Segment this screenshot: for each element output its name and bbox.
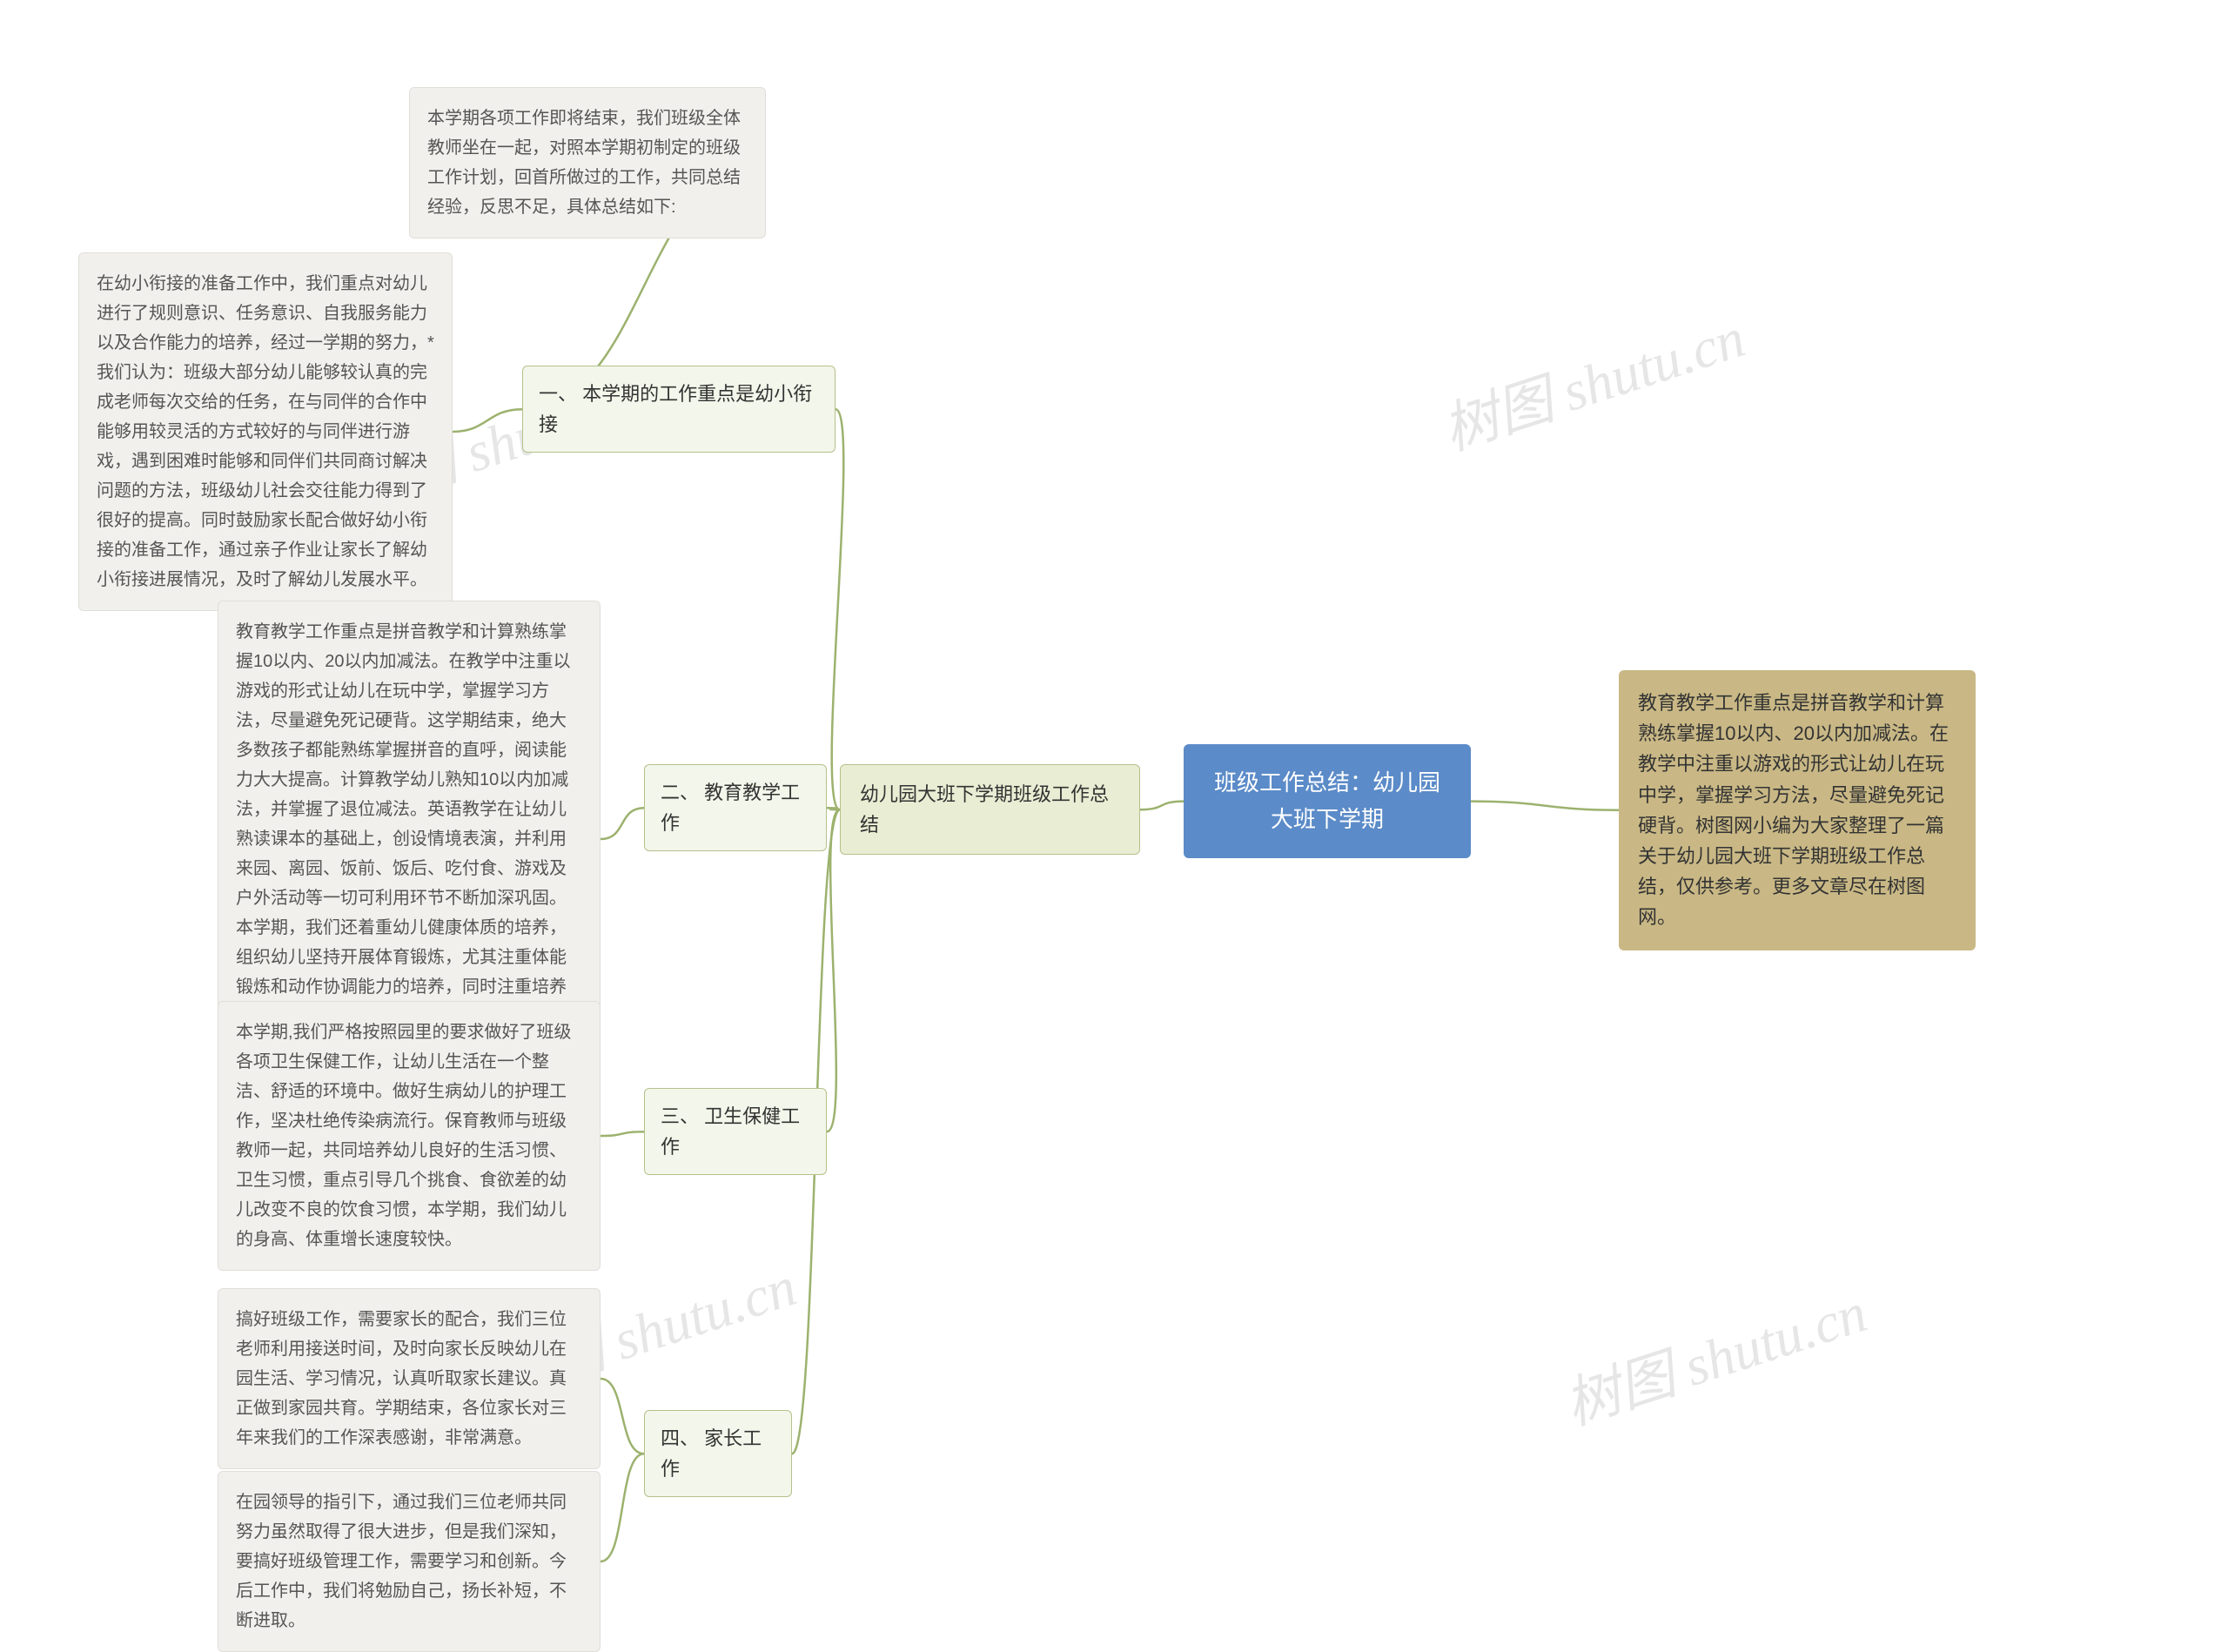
root-node[interactable]: 班级工作总结：幼儿园大班下学期	[1184, 744, 1471, 858]
leaf-node[interactable]: 搞好班级工作，需要家长的配合，我们三位老师利用接送时间，及时向家长反映幼儿在园生…	[218, 1288, 601, 1469]
watermark: 树图 shutu.cn	[1554, 1268, 1876, 1440]
leaf-node[interactable]: 在园领导的指引下，通过我们三位老师共同努力虽然取得了很大进步，但是我们深知，要搞…	[218, 1471, 601, 1652]
hub-node[interactable]: 幼儿园大班下学期班级工作总结	[840, 764, 1140, 855]
watermark: 树图 shutu.cn	[1432, 293, 1754, 466]
branch-node[interactable]: 二、 教育教学工作	[644, 764, 827, 851]
branch-node[interactable]: 三、 卫生保健工作	[644, 1088, 827, 1175]
leaf-node[interactable]: 本学期各项工作即将结束，我们班级全体教师坐在一起，对照本学期初制定的班级工作计划…	[409, 87, 766, 238]
leaf-node[interactable]: 本学期,我们严格按照园里的要求做好了班级各项卫生保健工作，让幼儿生活在一个整洁、…	[218, 1001, 601, 1271]
branch-node[interactable]: 一、 本学期的工作重点是幼小衔接	[522, 366, 836, 453]
summary-node[interactable]: 教育教学工作重点是拼音教学和计算熟练掌握10以内、20以内加减法。在教学中注重以…	[1619, 670, 1976, 950]
leaf-node[interactable]: 在幼小衔接的准备工作中，我们重点对幼儿进行了规则意识、任务意识、自我服务能力以及…	[78, 252, 453, 611]
branch-node[interactable]: 四、 家长工作	[644, 1410, 792, 1497]
